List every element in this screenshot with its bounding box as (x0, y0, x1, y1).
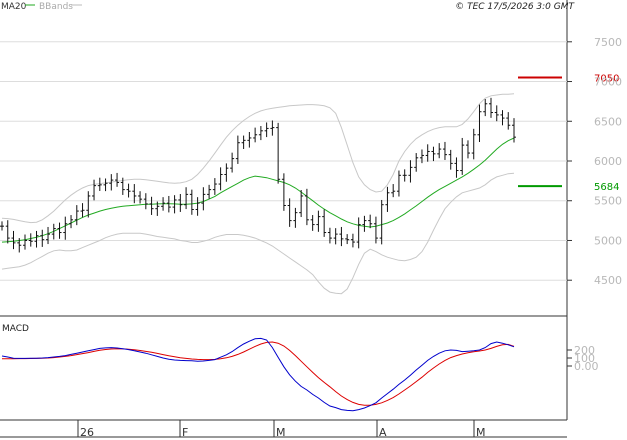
price-tick-label: 7000 (594, 76, 622, 89)
date-tick-label: 26 (80, 426, 94, 439)
legend-bbands-label: BBands (39, 2, 73, 12)
ma20-layer (1, 137, 515, 243)
price-bars (0, 97, 516, 253)
price-tick-label: 7500 (594, 36, 622, 49)
bollinger-bands (1, 93, 515, 295)
price-tick-label: 4500 (594, 274, 622, 287)
macd-tick-label: 100 (574, 352, 595, 365)
level-label-7050: 7050 (594, 74, 619, 85)
price-levels: 7050 5684 (518, 74, 619, 193)
price-axis: 4500 5000 5500 6000 6500 7000 7500 (567, 36, 622, 287)
price-tick-label: 5500 (594, 195, 622, 208)
macd-lines (1, 337, 515, 412)
signal-line (2, 341, 515, 406)
date-tick-label: A (379, 426, 387, 439)
price-tick-label: 6500 (594, 115, 622, 128)
level-label-5684: 5684 (594, 182, 619, 193)
date-tick-label: M (276, 426, 286, 439)
price-tick-label: 5000 (594, 234, 622, 247)
price-tick-label: 6000 (594, 155, 622, 168)
copyright-text: © TEC 17/5/2026 3:0 GMT (455, 2, 575, 12)
ma20-line (1, 137, 515, 243)
macd-tick-label: 200 (574, 344, 595, 357)
legend-ma20-label: MA20 (1, 2, 27, 12)
macd-line (1, 337, 515, 412)
date-tick-label: M (476, 426, 486, 439)
date-axis: 26 F M A M (77, 420, 486, 439)
macd-tick-label: 0.00 (574, 360, 599, 373)
date-tick-label: F (182, 426, 188, 439)
price-grid (0, 41, 567, 281)
bbands-lower-line (1, 172, 515, 295)
bbands-upper-line (1, 93, 515, 224)
macd-panel-title: MACD (2, 324, 29, 334)
